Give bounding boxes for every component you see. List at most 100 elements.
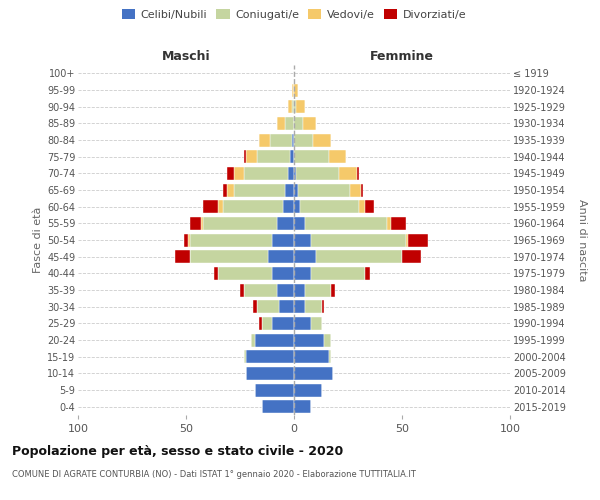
Bar [247,350,294,363]
Bar [305,284,331,296]
Bar [294,134,313,146]
Bar [188,234,190,246]
Bar [279,300,294,313]
Bar [311,267,365,280]
Bar [244,350,247,363]
Bar [313,134,331,146]
Bar [253,300,257,313]
Bar [218,267,272,280]
Bar [223,200,283,213]
Bar [287,167,294,180]
Bar [223,184,227,196]
Bar [262,317,272,330]
Bar [214,267,218,280]
Text: Maschi: Maschi [161,50,211,62]
Bar [247,150,257,163]
Bar [283,200,294,213]
Bar [311,234,406,246]
Bar [294,150,329,163]
Bar [257,150,290,163]
Bar [247,367,294,380]
Bar [190,217,201,230]
Bar [316,250,402,263]
Bar [233,167,244,180]
Bar [294,350,329,363]
Bar [272,317,294,330]
Bar [365,267,370,280]
Bar [329,150,346,163]
Bar [322,300,324,313]
Bar [203,217,277,230]
Bar [190,250,268,263]
Bar [203,200,218,213]
Bar [290,150,294,163]
Y-axis label: Anni di nascita: Anni di nascita [577,198,587,281]
Bar [292,84,294,96]
Bar [233,184,286,196]
Bar [294,334,324,346]
Bar [340,167,356,180]
Bar [359,200,365,213]
Bar [294,100,296,113]
Bar [329,350,331,363]
Bar [294,250,316,263]
Bar [190,234,272,246]
Bar [294,400,311,413]
Bar [240,284,244,296]
Bar [255,334,294,346]
Bar [305,217,387,230]
Bar [294,384,322,396]
Bar [361,184,363,196]
Bar [262,400,294,413]
Bar [294,167,296,180]
Bar [294,84,298,96]
Bar [296,167,340,180]
Bar [255,384,294,396]
Bar [294,234,311,246]
Text: Popolazione per età, sesso e stato civile - 2020: Popolazione per età, sesso e stato civil… [12,445,343,458]
Bar [298,184,350,196]
Bar [294,267,311,280]
Bar [244,284,277,296]
Bar [391,217,406,230]
Bar [294,284,305,296]
Bar [292,134,294,146]
Bar [331,284,335,296]
Bar [294,184,298,196]
Bar [292,100,294,113]
Bar [257,300,279,313]
Bar [294,317,311,330]
Bar [356,167,359,180]
Bar [296,100,305,113]
Bar [277,284,294,296]
Bar [244,167,287,180]
Bar [287,100,292,113]
Bar [286,117,294,130]
Bar [406,234,409,246]
Bar [227,184,233,196]
Bar [294,217,305,230]
Text: COMUNE DI AGRATE CONTURBIA (NO) - Dati ISTAT 1° gennaio 2020 - Elaborazione TUTT: COMUNE DI AGRATE CONTURBIA (NO) - Dati I… [12,470,416,479]
Y-axis label: Fasce di età: Fasce di età [32,207,43,273]
Bar [175,250,190,263]
Bar [294,300,305,313]
Bar [324,334,331,346]
Bar [311,317,322,330]
Bar [227,167,233,180]
Bar [218,200,223,213]
Bar [387,217,391,230]
Bar [294,117,302,130]
Bar [244,150,247,163]
Text: Femmine: Femmine [370,50,434,62]
Bar [259,317,262,330]
Bar [259,134,270,146]
Bar [270,134,292,146]
Bar [184,234,188,246]
Bar [294,367,333,380]
Bar [272,267,294,280]
Bar [302,117,316,130]
Bar [409,234,428,246]
Bar [251,334,255,346]
Bar [301,200,359,213]
Bar [294,200,301,213]
